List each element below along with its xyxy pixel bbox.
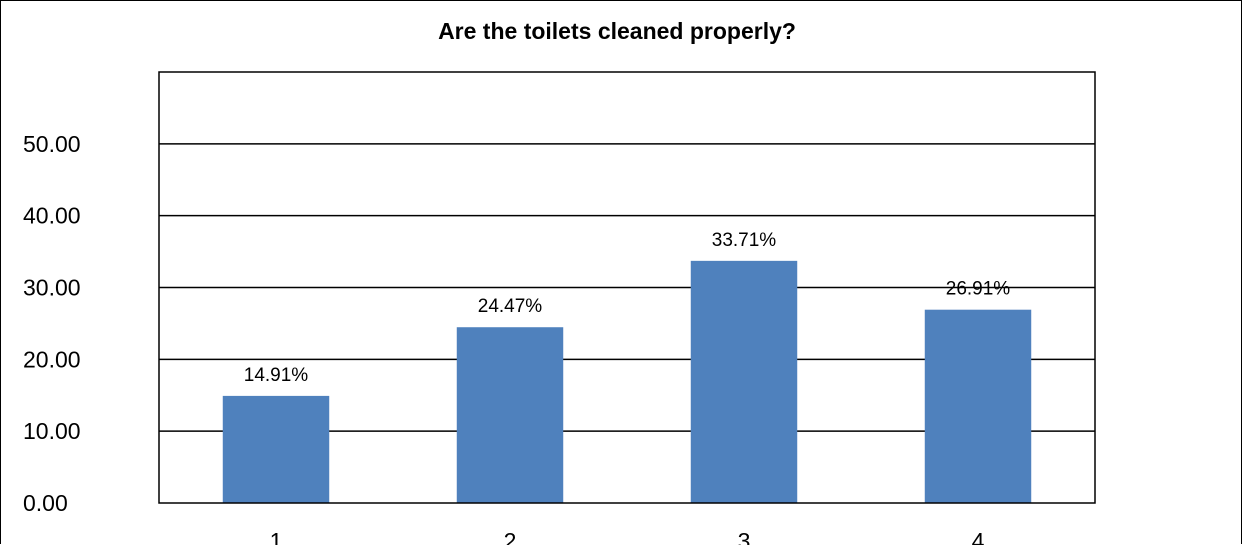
bars (222, 260, 1032, 503)
data-labels: 14.91% 24.47% 33.71% 26.91% (244, 230, 1011, 386)
x-axis-tick-labels: 1 2 3 4 (270, 528, 985, 545)
bar-4 (924, 309, 1032, 503)
y-tick-label: 30.00 (23, 275, 81, 301)
x-tick-label: 2 (504, 528, 517, 545)
data-label-4: 26.91% (946, 279, 1011, 300)
bar-2 (456, 327, 564, 503)
bar-3 (690, 260, 798, 503)
y-tick-label: 20.00 (23, 346, 81, 372)
y-tick-label: 40.00 (23, 203, 81, 229)
x-tick-label: 1 (270, 528, 283, 545)
data-label-2: 24.47% (478, 296, 543, 317)
plot-area-border (158, 71, 1096, 504)
x-tick-label: 4 (972, 528, 985, 545)
y-tick-label: 0.00 (23, 490, 68, 516)
bar-1 (222, 395, 330, 503)
y-tick-label: 50.00 (23, 131, 81, 157)
chart-title: Are the toilets cleaned properly? (438, 18, 796, 44)
y-axis-tick-labels: 0.00 10.00 20.00 30.00 40.00 50.00 (23, 131, 81, 516)
x-tick-label: 3 (738, 528, 751, 545)
data-label-3: 33.71% (712, 230, 777, 251)
y-tick-label: 10.00 (23, 418, 81, 444)
data-label-1: 14.91% (244, 365, 309, 386)
